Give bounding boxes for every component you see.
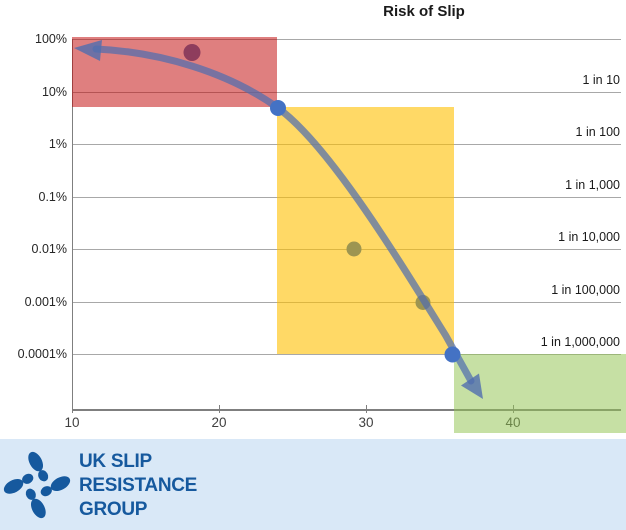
footer-band <box>0 439 626 530</box>
x-tick-30 <box>366 405 367 413</box>
odds-label-1-in-10: 1 in 10 <box>582 72 620 87</box>
y-label-0_001pct: 0.001% <box>24 294 67 309</box>
y-axis-line <box>72 39 73 410</box>
y-label-100pct: 100% <box>35 32 67 46</box>
odds-label-1-in-100000: 1 in 100,000 <box>551 282 620 297</box>
y-label-0_01pct: 0.01% <box>31 242 67 256</box>
x-label-30: 30 <box>358 415 374 430</box>
x-axis-line <box>72 409 621 411</box>
x-tick-10 <box>72 405 73 413</box>
odds-label-1-in-1000: 1 in 1,000 <box>565 177 620 192</box>
high-risk-zone <box>72 37 277 107</box>
moderate-risk-zone <box>277 107 454 354</box>
y-label-1pct: 1% <box>48 137 67 151</box>
logo-line-2: RESISTANCE <box>79 475 198 496</box>
y-label-0_1pct: 0.1% <box>38 189 68 204</box>
odds-label-1-in-10000: 1 in 10,000 <box>558 230 620 244</box>
odds-label-1-in-1000000: 1 in 1,000,000 <box>540 335 620 349</box>
logo-wordmark: UK SLIP RESISTANCE GROUP <box>79 450 197 522</box>
x-tick-20 <box>219 405 220 413</box>
odds-label-1-in-100: 1 in 100 <box>575 125 620 139</box>
low-risk-zone <box>454 354 626 433</box>
x-label-10: 10 <box>64 415 80 430</box>
gridline-100pct <box>72 39 621 40</box>
y-label-10pct: 10% <box>41 84 67 99</box>
logo-line-1: UK SLIP <box>79 451 152 472</box>
x-label-20: 20 <box>211 415 227 430</box>
logo-line-3: GROUP <box>79 499 148 520</box>
chart-title: Risk of Slip <box>383 3 465 20</box>
y-label-0_0001pct: 0.0001% <box>17 347 67 361</box>
